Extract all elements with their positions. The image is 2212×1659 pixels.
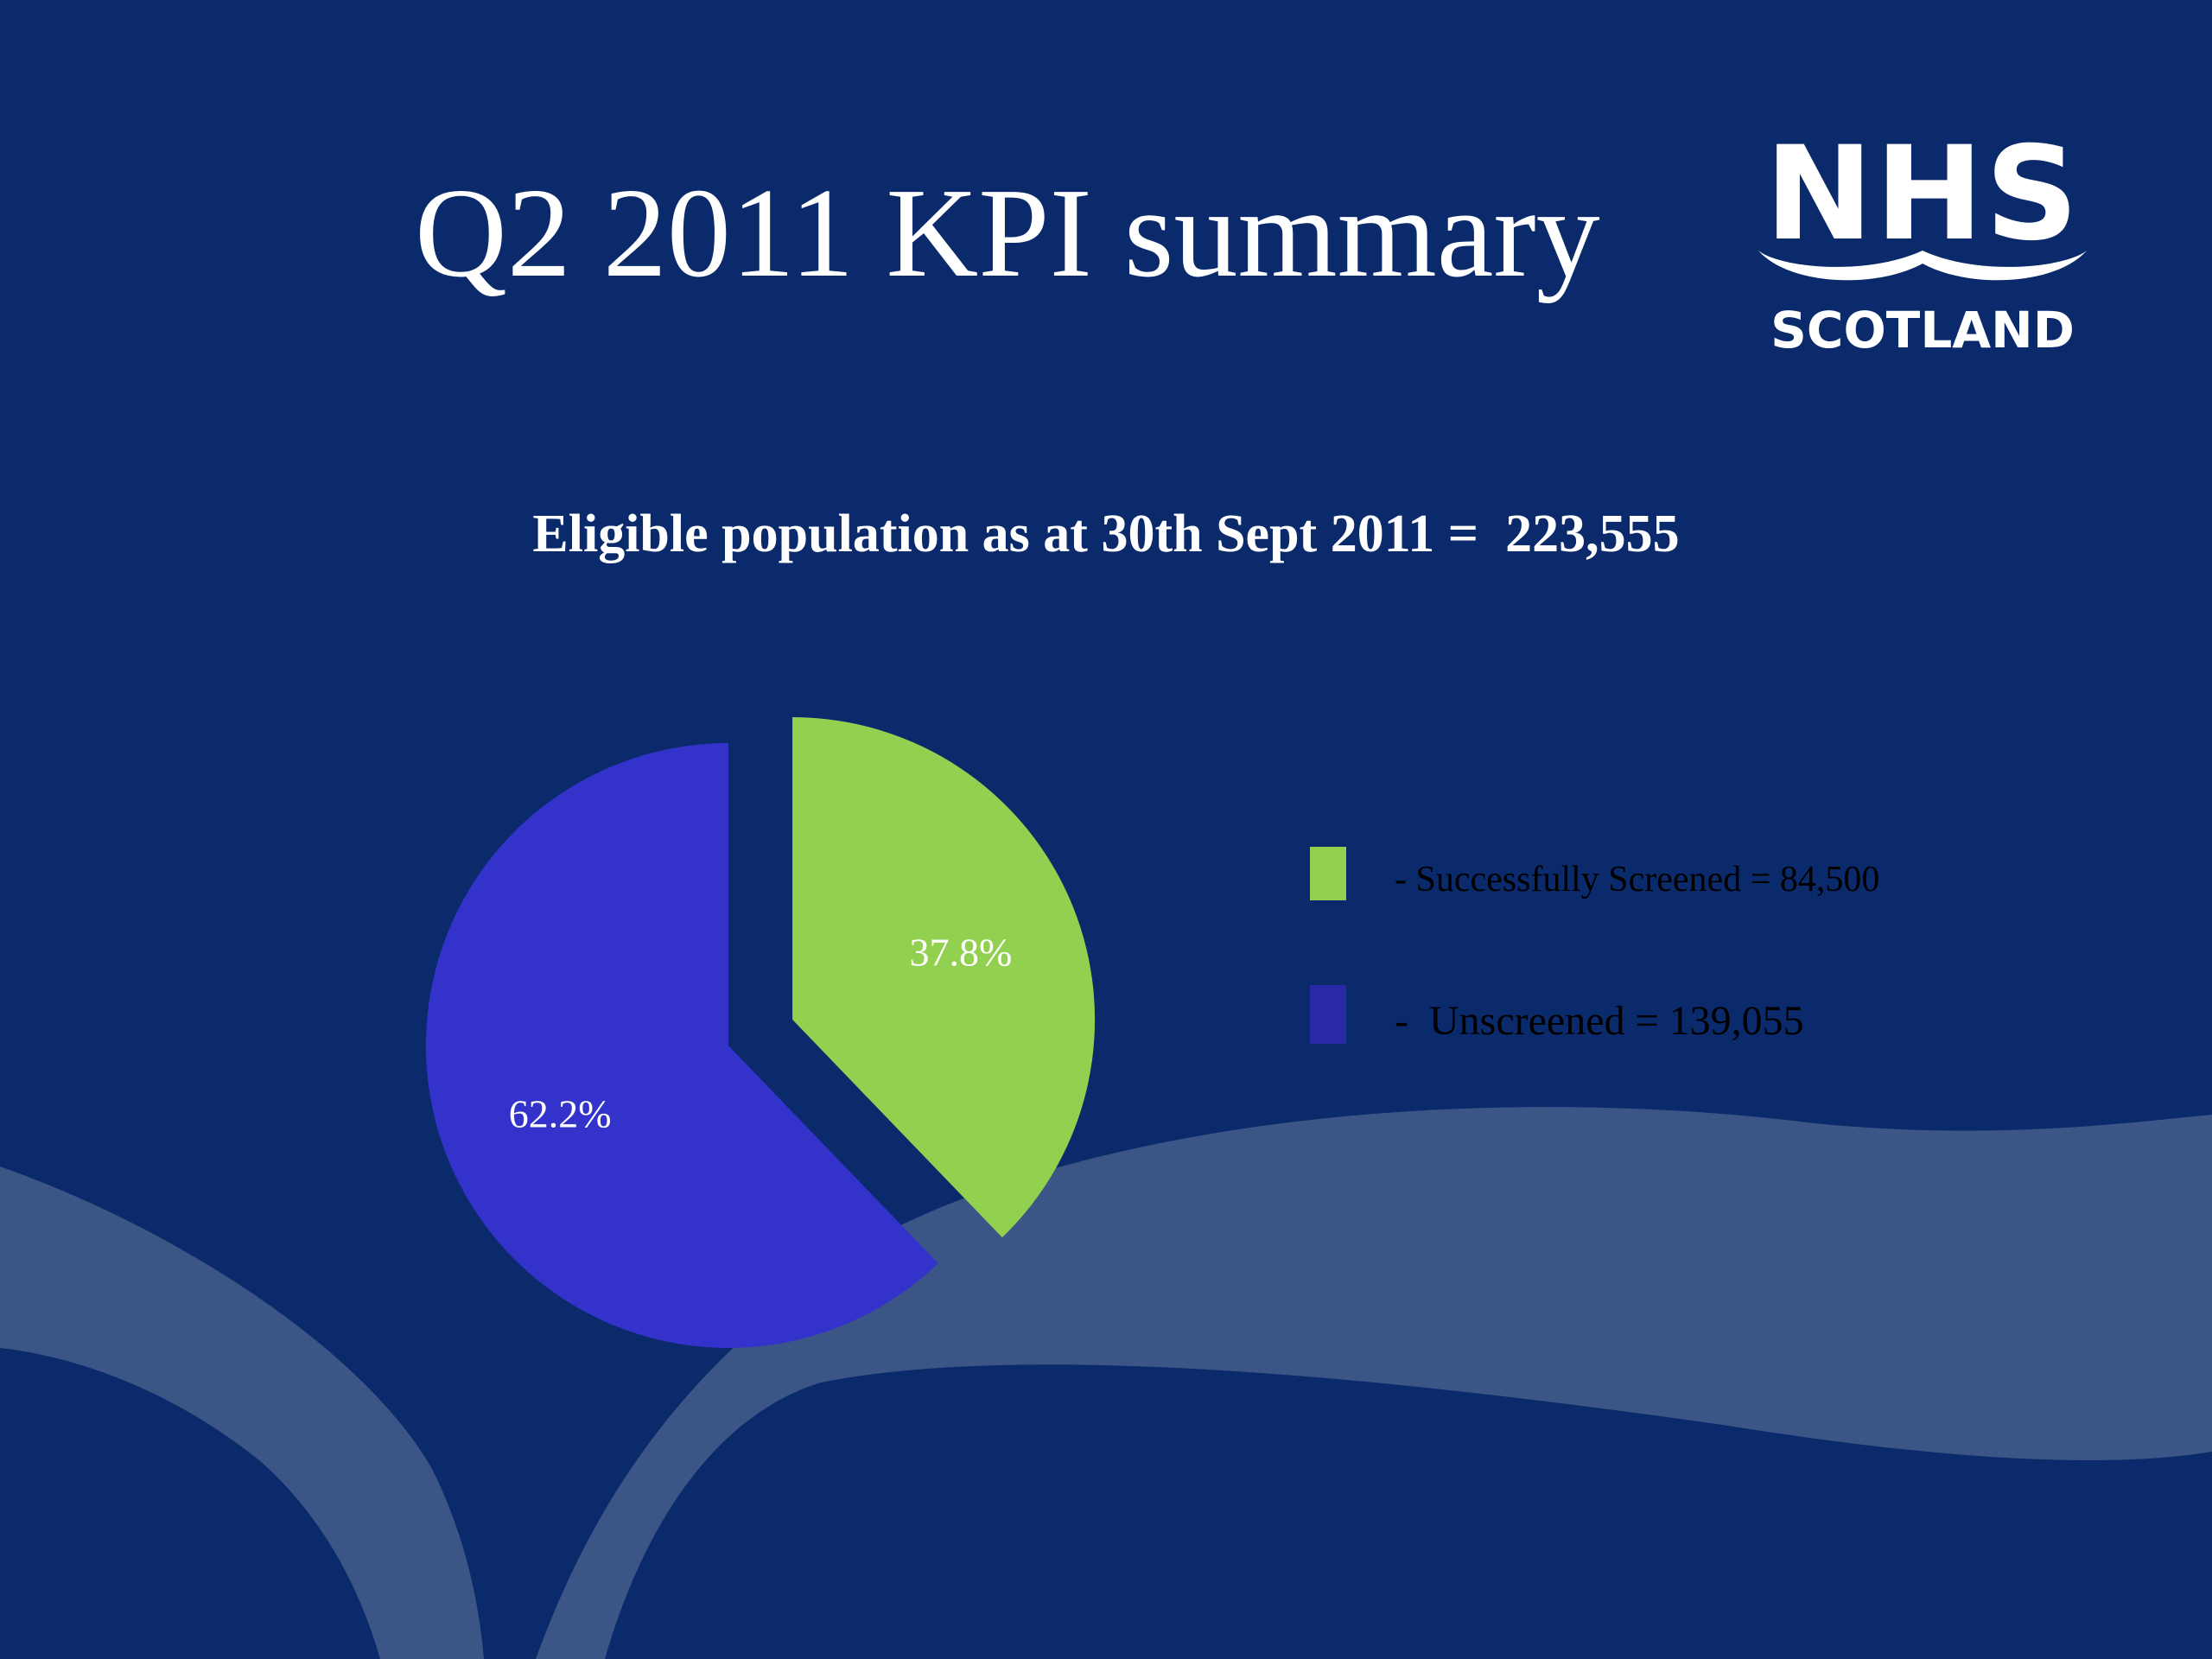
- pie-slice-successfully-screened: [792, 717, 1096, 1238]
- background-wave-right: [536, 1107, 2212, 1659]
- pie-data-label-successfully-screened: 37.8%: [909, 930, 1012, 974]
- pie-slices: [425, 717, 1096, 1348]
- pie-data-label-unscreened: 62.2%: [509, 1092, 612, 1136]
- chart-subtitle: Eligible population as at 30th Sept 2011…: [532, 505, 1680, 563]
- legend-swatch: [1310, 985, 1346, 1044]
- pie-data-labels: 37.8% 62.2%: [509, 930, 1013, 1135]
- legend-label: - Successfully Screened = 84,500: [1395, 859, 1880, 899]
- nhs-scotland-logo: NHS SCOTLAND: [1754, 130, 2091, 363]
- logo-scotland-text: SCOTLAND: [1770, 301, 2075, 359]
- logo-ribbon-icon: [1758, 251, 2087, 281]
- logo-ribbon-shape: [1758, 251, 2087, 281]
- slide-title: Q2 2011 KPI summary: [415, 162, 1600, 304]
- legend-swatch: [1310, 847, 1346, 900]
- logo-nhs-text: NHS: [1764, 119, 2081, 270]
- background-wave-left: [0, 1166, 484, 1659]
- legend-label: - Unscreened = 139,055: [1395, 997, 1804, 1044]
- pie-slice-unscreened: [425, 742, 938, 1348]
